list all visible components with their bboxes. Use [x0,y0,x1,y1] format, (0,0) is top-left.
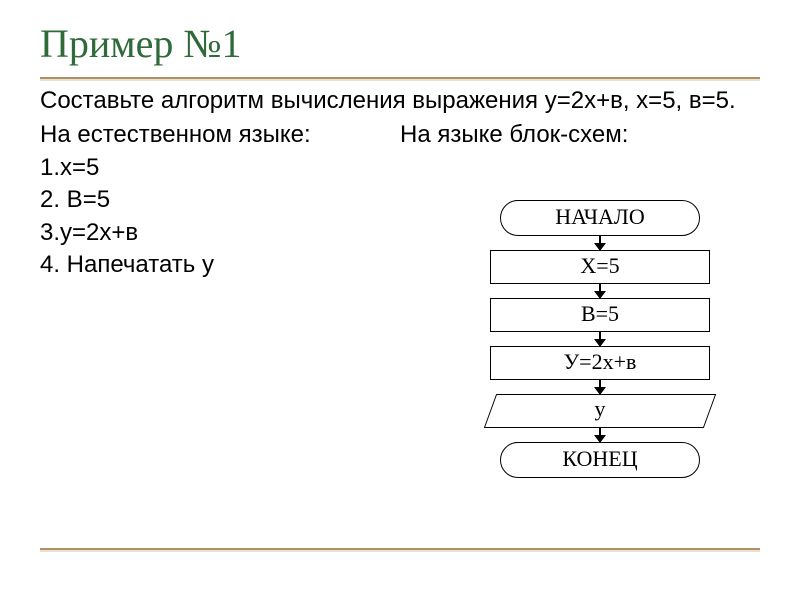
flowchart-arrow [599,428,601,442]
columns-row: На естественном языке: На языке блок-схе… [40,119,760,151]
flowchart-output: у [490,394,710,428]
flowchart-arrow [599,284,601,298]
flowchart-end: КОНЕЦ [500,442,700,478]
flowchart-process-x: Х=5 [490,250,710,284]
step-1: 1.х=5 [40,152,760,184]
right-column-header: На языке блок-схем: [400,119,628,151]
page-title: Пример №1 [40,20,760,67]
flowchart-arrow [599,332,601,346]
flowchart-arrow [599,236,601,250]
flowchart-output-label: у [490,394,710,428]
flowchart-start: НАЧАЛО [500,200,700,236]
flowchart: НАЧАЛО Х=5 В=5 У=2х+в у КОНЕЦ [470,200,730,478]
flowchart-arrow [599,380,601,394]
intro-text: Составьте алгоритм вычисления выражения … [40,85,760,117]
left-column-header: На естественном языке: [40,119,400,151]
slide: Пример №1 Составьте алгоритм вычисления … [0,0,800,600]
bottom-underline [40,548,760,550]
flowchart-process-b: В=5 [490,298,710,332]
title-underline [40,77,760,79]
flowchart-process-y: У=2х+в [490,346,710,380]
